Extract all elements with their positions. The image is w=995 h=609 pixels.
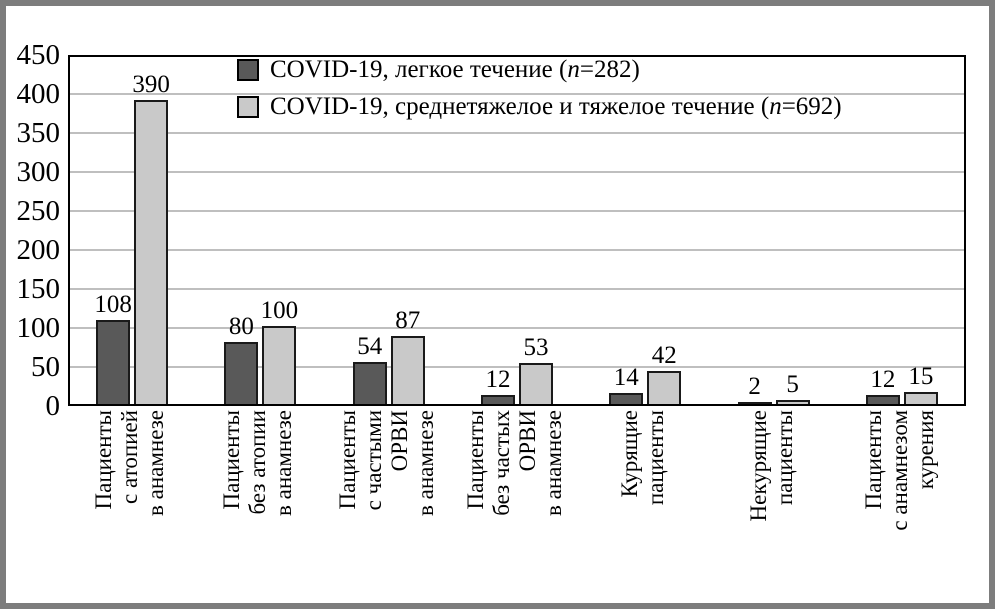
x-axis-category-label: Курящие пациенты: [617, 410, 669, 600]
gridline: [70, 210, 964, 212]
gridline: [70, 132, 964, 134]
bar-series1-cat6: [737, 402, 772, 404]
bar-value-label: 87: [395, 307, 421, 334]
legend-swatch-dark: [237, 59, 259, 81]
x-axis-category-label-line: без атопии: [245, 410, 271, 515]
x-axis-category-label-line: в анамнезе: [412, 410, 438, 516]
x-axis-category-label-line: Некурящие: [745, 410, 771, 522]
y-axis-tick-label: 400: [16, 78, 61, 110]
x-axis-category-label-line: Курящие: [617, 410, 643, 498]
x-axis-category-label: Пациенты без атопии в анамнезе: [219, 410, 297, 600]
y-axis-tick-label: 300: [16, 156, 61, 188]
y-axis-tick-label: 350: [16, 117, 61, 149]
x-axis-category-label: Пациенты с анамнезом курения: [861, 410, 939, 600]
bar-series2-cat7: [903, 392, 938, 404]
legend-item-light-course: COVID-19, легкое течение (n=282): [237, 56, 842, 84]
x-axis-category-label: Пациенты без частых ОРВИ в анамнезе: [463, 410, 567, 600]
x-axis-category-label-line: в анамнезе: [143, 410, 169, 516]
bar-value-label: 12: [485, 366, 511, 393]
x-axis-category-label: Пациенты с частыми ОРВИ в анамнезе: [335, 410, 439, 600]
x-axis-category-label-line: пациенты: [771, 410, 797, 506]
bar-value-label: 80: [228, 313, 254, 340]
legend: COVID-19, легкое течение (n=282) COVID-1…: [237, 56, 842, 121]
bar-series1-cat7: [865, 395, 900, 404]
x-axis-category-label-line: с атопией: [117, 410, 143, 504]
legend-label: COVID-19, легкое течение (n=282): [270, 56, 640, 83]
gridline: [70, 93, 964, 95]
bar-series2-cat5: [647, 371, 682, 404]
bar-series1-cat2: [224, 342, 259, 404]
x-axis-category-label-line: в анамнезе: [541, 410, 566, 516]
bar-value-label: 5: [786, 371, 799, 398]
y-axis-tick-label: 150: [16, 273, 61, 305]
gridline: [70, 327, 964, 329]
y-axis-tick-label: 250: [16, 195, 61, 227]
bar-series1-cat5: [609, 393, 644, 404]
x-axis-category-label-line: с частыми: [360, 410, 386, 511]
legend-swatch-light: [237, 96, 259, 118]
x-axis-category-label-line: Пациенты: [463, 410, 488, 510]
gridline: [70, 249, 964, 251]
bar-series1-cat4: [481, 395, 515, 404]
x-axis-category-label-line: ОРВИ: [386, 410, 412, 472]
bar-value-label: 42: [651, 342, 677, 369]
x-axis-category-label-line: с анамнезом: [886, 410, 912, 531]
gridline: [70, 288, 964, 290]
x-axis-category-label-line: Пациенты: [334, 410, 360, 510]
x-axis-category-label: Некурящие пациенты: [746, 410, 798, 600]
x-axis-category-label-line: ОРВИ: [515, 410, 540, 472]
y-axis-tick-label: 50: [31, 351, 60, 383]
x-axis-category-label-line: Пациенты: [219, 410, 245, 510]
bar-value-label: 15: [908, 363, 934, 390]
bar-value-label: 12: [870, 366, 896, 393]
bar-value-label: 100: [260, 297, 299, 324]
bar-series2-cat4: [519, 363, 553, 404]
x-axis-category-label-line: курения: [912, 410, 938, 490]
legend-label: COVID-19, среднетяжелое и тяжелое течени…: [270, 93, 842, 120]
y-axis-tick-label: 200: [16, 234, 61, 266]
y-axis-tick-label: 100: [16, 312, 61, 344]
bar-value-label: 2: [748, 373, 761, 400]
gridline: [70, 366, 964, 368]
bar-value-label: 14: [613, 364, 639, 391]
x-axis-category-label-line: пациенты: [643, 410, 669, 506]
bar-series2-cat6: [775, 400, 810, 404]
x-axis-category-label-line: Пациенты: [860, 410, 886, 510]
plot-area: 108 390 80 100 54 87 12 53 14 42 2 5 12 15: [68, 55, 966, 406]
bar-value-label: 108: [94, 291, 132, 318]
bar-series1-cat3: [352, 362, 387, 404]
x-axis-category-label-line: без частых: [489, 410, 514, 516]
x-axis-category-label-line: Пациенты: [91, 410, 117, 510]
x-axis-category-label: Пациенты с атопией в анамнезе: [91, 410, 169, 600]
bar-series2-cat1: [134, 100, 169, 404]
bar-series1-cat1: [96, 320, 131, 404]
bar-value-label: 54: [357, 333, 383, 360]
bar-value-label: 390: [132, 71, 170, 98]
legend-item-severe-course: COVID-19, среднетяжелое и тяжелое течени…: [237, 93, 842, 121]
bar-value-label: 53: [523, 334, 549, 361]
x-axis-category-label-line: в анамнезе: [271, 410, 297, 516]
bar-series2-cat3: [390, 336, 425, 404]
bar-series2-cat2: [262, 326, 297, 404]
gridline: [70, 171, 964, 173]
y-axis-tick-label: 450: [16, 39, 61, 71]
y-axis-tick-label: 0: [45, 390, 61, 422]
